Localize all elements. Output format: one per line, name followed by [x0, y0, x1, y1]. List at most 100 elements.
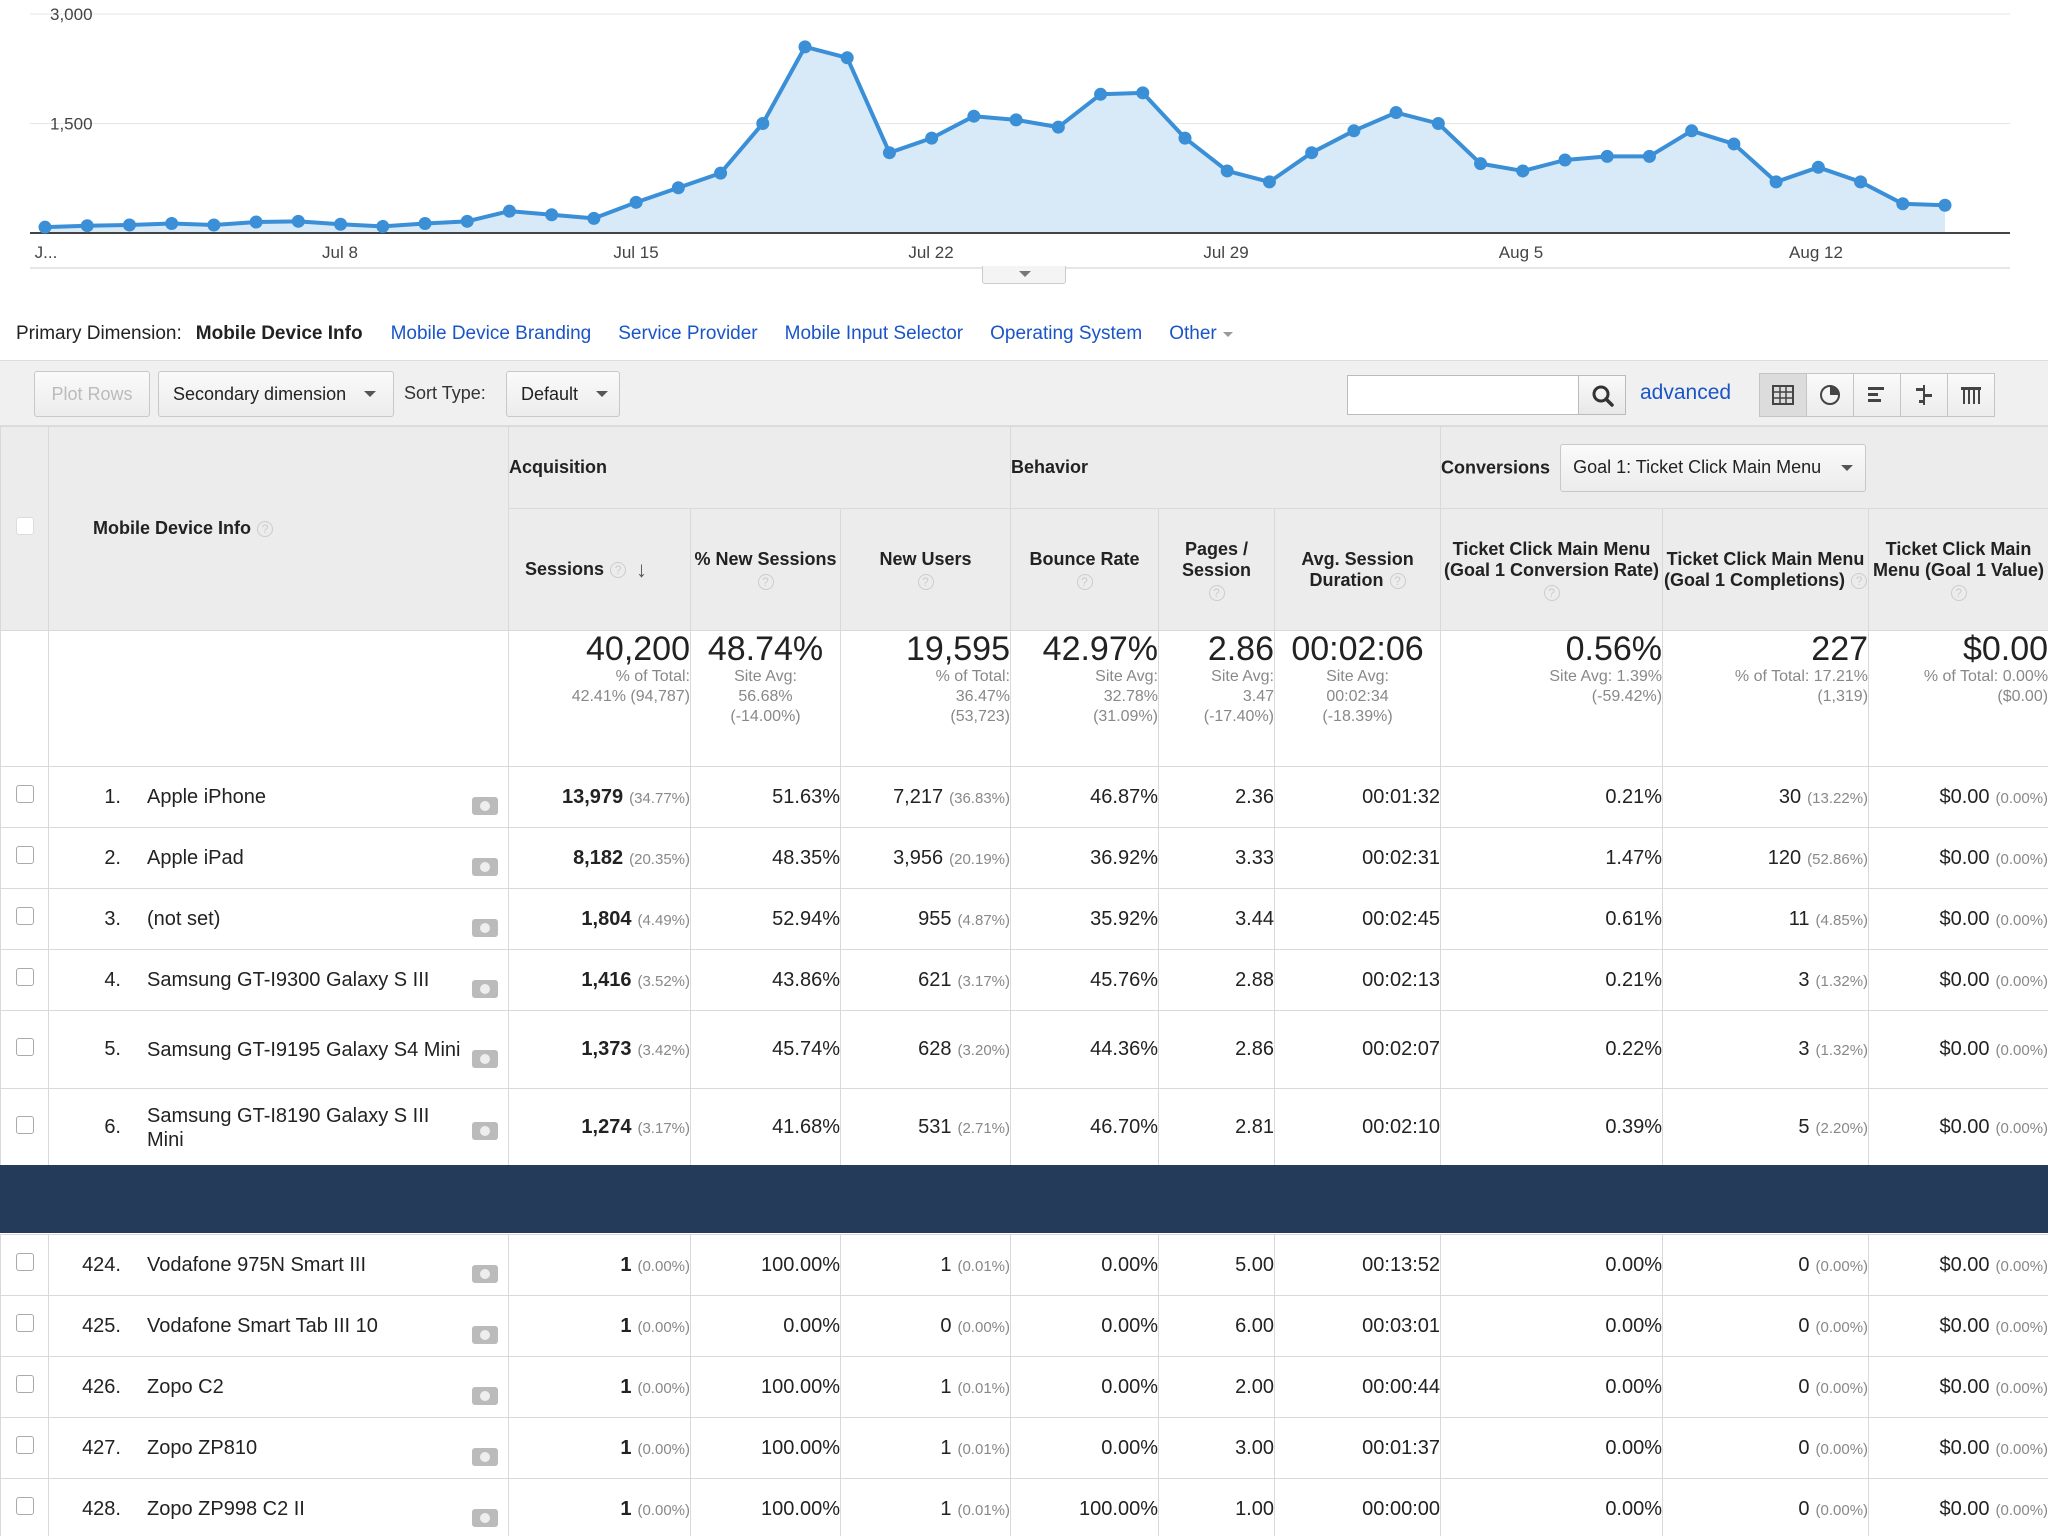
performance-view-button[interactable]: [1853, 373, 1901, 417]
pages-col-header[interactable]: Pages / Session?: [1158, 508, 1275, 631]
pct-new-cell-value: 52.94%: [772, 907, 840, 930]
goal-select-dropdown[interactable]: Goal 1: Ticket Click Main Menu: [1560, 443, 1867, 492]
row-checkbox[interactable]: [15, 1375, 34, 1393]
row-checkbox[interactable]: [15, 846, 34, 864]
pct-new-cell: 51.63%: [690, 766, 841, 828]
pie-view-button[interactable]: [1806, 373, 1854, 417]
row-rank: 428.: [82, 1497, 121, 1520]
help-icon[interactable]: ?: [917, 574, 934, 590]
row-checkbox[interactable]: [15, 907, 34, 925]
avg-duration-cell-value: 00:02:10: [1362, 1116, 1441, 1138]
table-row: 424. Vodafone 975N Smart III 1 (0.00%) 100.0…: [0, 1234, 2048, 1296]
sort-descending-icon[interactable]: ↓: [636, 557, 648, 583]
bounce-cell: 46.87%: [1010, 766, 1159, 828]
help-icon[interactable]: ?: [1543, 584, 1560, 601]
dim-link-service-provider[interactable]: Service Provider: [618, 323, 758, 344]
pages-cell-value: 2.00: [1235, 1375, 1274, 1398]
pct-new-cell-value: 100.00%: [761, 1253, 840, 1276]
completions-col-header[interactable]: Ticket Click Main Menu (Goal 1 Completio…: [1662, 508, 1870, 631]
device-name-link[interactable]: (not set): [147, 908, 221, 930]
data-point: [249, 215, 263, 229]
bounce-cell: 0.00%: [1010, 1356, 1159, 1418]
camera-icon[interactable]: [472, 1326, 498, 1344]
device-name-link[interactable]: Zopo C2: [147, 1376, 224, 1398]
pages-cell: 2.81: [1158, 1088, 1275, 1167]
row-checkbox[interactable]: [15, 968, 34, 986]
plot-rows-button[interactable]: Plot Rows: [34, 371, 150, 417]
help-icon[interactable]: ?: [1389, 572, 1406, 589]
avg-duration-col-header[interactable]: Avg. Session Duration?: [1273, 508, 1442, 631]
row-checkbox[interactable]: [15, 785, 34, 803]
table-row: 3. (not set) 1,804 (4.49%) 52.94% 955 (4.87%) 3…: [0, 888, 2048, 950]
value-col-header[interactable]: Ticket Click Main Menu (Goal 1 Value)?: [1868, 508, 2048, 631]
secondary-dimension-dropdown[interactable]: Secondary dimension: [158, 371, 394, 417]
dim-link-input-selector[interactable]: Mobile Input Selector: [784, 323, 964, 344]
help-icon[interactable]: ?: [1950, 584, 1967, 601]
dim-link-branding[interactable]: Mobile Device Branding: [390, 323, 592, 344]
pivot-view-button[interactable]: [1947, 373, 1995, 417]
dim-link-operating-system[interactable]: Operating System: [990, 323, 1143, 344]
device-name-link[interactable]: Samsung GT-I9195 Galaxy S4 Mini: [147, 1038, 461, 1061]
bounce-col-header[interactable]: Bounce Rate?: [1010, 508, 1159, 631]
row-checkbox[interactable]: [15, 1314, 34, 1332]
total-value: $0.00: [1962, 630, 2048, 668]
sessions-col-header[interactable]: Sessions? ↓: [508, 508, 691, 631]
camera-icon[interactable]: [472, 858, 498, 876]
help-icon[interactable]: ?: [257, 521, 274, 538]
dim-other-dropdown[interactable]: Other: [1169, 323, 1233, 345]
sort-type-value: Default: [521, 383, 579, 404]
help-icon[interactable]: ?: [757, 574, 774, 590]
camera-icon[interactable]: [472, 1265, 498, 1283]
conv-rate-cell-value: 0.21%: [1605, 785, 1663, 808]
device-name-link[interactable]: Apple iPhone: [147, 786, 266, 808]
camera-icon[interactable]: [472, 980, 498, 998]
device-name-link[interactable]: Apple iPad: [147, 847, 244, 869]
table-search-input[interactable]: [1347, 375, 1579, 415]
row-checkbox[interactable]: [15, 1115, 34, 1134]
help-icon[interactable]: ?: [1851, 572, 1868, 589]
search-button[interactable]: [1578, 375, 1626, 415]
row-checkbox[interactable]: [15, 1436, 34, 1454]
help-icon[interactable]: ?: [1208, 584, 1225, 601]
camera-icon[interactable]: [472, 1121, 498, 1140]
help-icon[interactable]: ?: [1076, 574, 1093, 590]
pct-new-col-header[interactable]: % New Sessions?: [690, 508, 841, 631]
camera-icon[interactable]: [472, 1448, 498, 1466]
device-cell: 5. Samsung GT-I9195 Galaxy S4 Mini: [48, 1010, 509, 1089]
camera-icon[interactable]: [472, 797, 498, 815]
select-all-checkbox[interactable]: [15, 517, 34, 535]
sort-type-dropdown[interactable]: Default: [506, 371, 620, 417]
value-cell-value: $0.00: [1939, 1038, 1990, 1060]
camera-icon[interactable]: [472, 1387, 498, 1405]
device-name-link[interactable]: Samsung GT-I9300 Galaxy S III: [147, 969, 430, 991]
device-name-link[interactable]: Vodafone Smart Tab III 10: [147, 1315, 378, 1337]
device-name-link[interactable]: Samsung GT-I8190 Galaxy S III Mini: [147, 1104, 430, 1151]
data-point: [1136, 86, 1150, 100]
row-checkbox[interactable]: [15, 1253, 34, 1271]
device-name-link[interactable]: Vodafone 975N Smart III: [147, 1254, 367, 1276]
row-checkbox[interactable]: [15, 1497, 34, 1515]
row-select-cell: [0, 1295, 49, 1357]
camera-icon[interactable]: [472, 1509, 498, 1527]
chart-collapse-toggle[interactable]: [982, 266, 1066, 284]
dimension-header[interactable]: Mobile Device Info?: [48, 426, 509, 631]
camera-icon[interactable]: [472, 1049, 498, 1068]
device-cell-inner: 4. Samsung GT-I9300 Galaxy S III: [49, 962, 508, 998]
camera-icon[interactable]: [472, 919, 498, 937]
row-checkbox[interactable]: [15, 1037, 34, 1056]
table-view-button[interactable]: [1759, 373, 1807, 417]
completions-cell-pct: (52.86%): [1807, 850, 1869, 868]
row-rank: 426.: [82, 1375, 121, 1398]
advanced-filter-link[interactable]: advanced: [1640, 381, 1732, 404]
data-point: [756, 117, 770, 130]
pct-new-cell-value: 51.63%: [772, 785, 840, 808]
device-cell: 427. Zopo ZP810: [48, 1417, 509, 1479]
device-name-link[interactable]: Zopo ZP810: [147, 1437, 258, 1459]
comparison-view-button[interactable]: [1900, 373, 1948, 417]
device-name-link[interactable]: Zopo ZP998 C2 II: [147, 1498, 305, 1520]
conv-rate-col-header[interactable]: Ticket Click Main Menu (Goal 1 Conversio…: [1440, 508, 1664, 631]
help-icon[interactable]: ?: [610, 561, 627, 578]
total-note: 32.78%: [1103, 688, 1158, 705]
new-users-col-header[interactable]: New Users?: [840, 508, 1011, 631]
search-icon: [1592, 385, 1614, 407]
